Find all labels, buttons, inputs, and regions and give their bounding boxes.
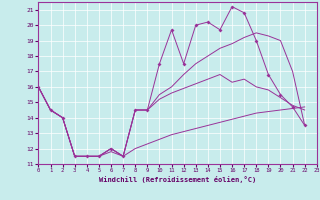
X-axis label: Windchill (Refroidissement éolien,°C): Windchill (Refroidissement éolien,°C) bbox=[99, 176, 256, 183]
